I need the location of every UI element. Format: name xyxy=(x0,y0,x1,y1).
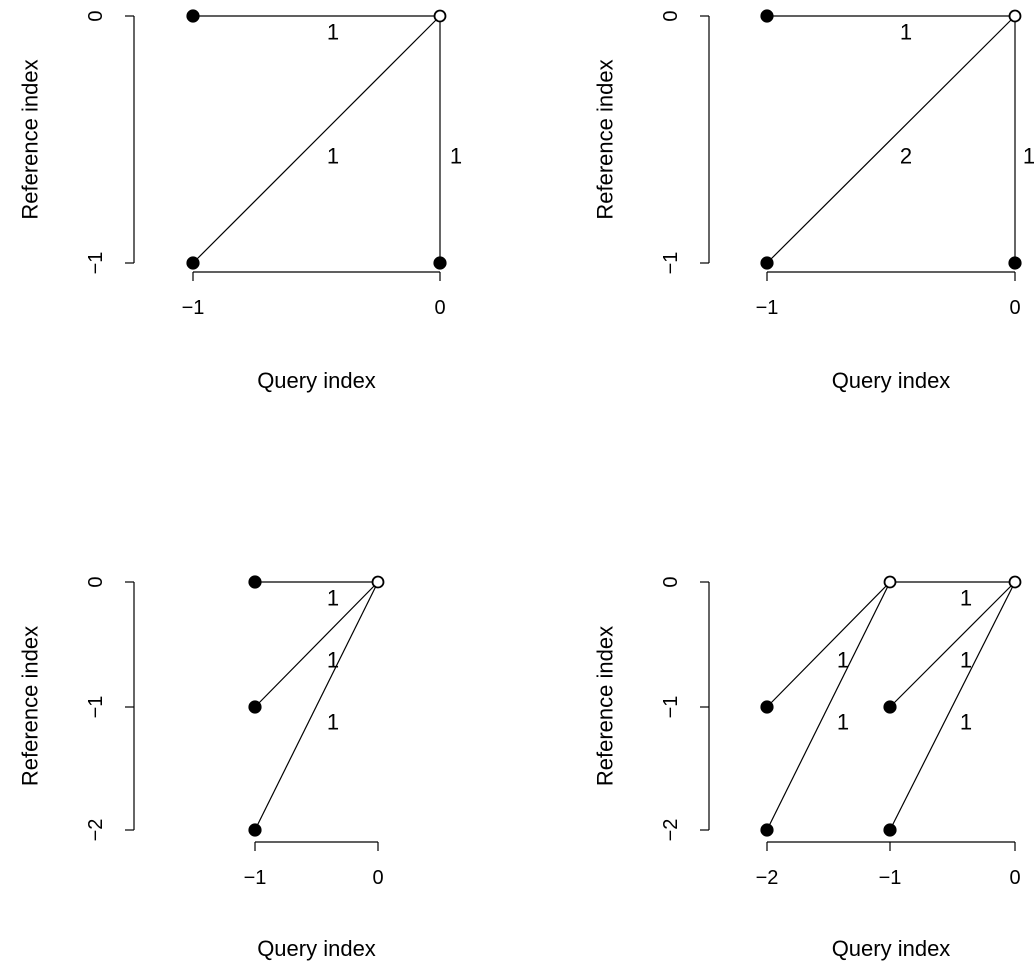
open-node xyxy=(1010,577,1021,588)
filled-node xyxy=(434,257,446,269)
x-axis-title: Query index xyxy=(257,368,376,393)
y-tick-label: 0 xyxy=(660,10,682,21)
x-tick-label: 0 xyxy=(434,297,445,319)
y-axis-title: Reference index xyxy=(593,59,618,219)
filled-node xyxy=(249,576,261,588)
edge-weight-label: 1 xyxy=(960,710,972,735)
edge-weight-label: 1 xyxy=(327,586,339,611)
x-tick-label: 0 xyxy=(372,867,383,889)
edge-weight-label: 1 xyxy=(327,20,339,45)
x-tick-label: −1 xyxy=(244,867,267,889)
y-axis-title: Reference index xyxy=(593,626,618,786)
y-axis-title: Reference index xyxy=(18,626,43,786)
filled-node xyxy=(761,10,773,22)
open-node xyxy=(885,577,896,588)
filled-node xyxy=(187,10,199,22)
step-edge xyxy=(890,582,1015,830)
y-tick-label: −1 xyxy=(85,696,107,719)
y-tick-label: −2 xyxy=(660,819,682,842)
open-node xyxy=(373,577,384,588)
open-node xyxy=(435,11,446,22)
filled-node xyxy=(884,701,896,713)
edge-weight-label: 1 xyxy=(900,20,912,45)
edge-weight-label: 1 xyxy=(1023,144,1034,169)
y-tick-label: 0 xyxy=(85,576,107,587)
step-edge xyxy=(767,582,890,830)
step-edge xyxy=(193,16,440,263)
x-tick-label: −1 xyxy=(879,867,902,889)
x-tick-label: 0 xyxy=(1009,297,1020,319)
edge-weight-label: 1 xyxy=(960,586,972,611)
filled-node xyxy=(761,701,773,713)
filled-node xyxy=(884,824,896,836)
x-axis-title: Query index xyxy=(832,936,951,961)
y-tick-label: −1 xyxy=(85,252,107,275)
x-tick-label: −1 xyxy=(182,297,205,319)
filled-node xyxy=(1009,257,1021,269)
filled-node xyxy=(761,257,773,269)
diagram-panel-1: −1 0 Reference index −1 0 Query index 1 1 1 xyxy=(18,10,463,393)
step-edge xyxy=(890,582,1015,707)
step-edge xyxy=(767,582,890,707)
y-tick-label: −1 xyxy=(660,252,682,275)
step-edge xyxy=(255,582,378,830)
x-tick-label: −2 xyxy=(756,867,779,889)
y-tick-label: 0 xyxy=(660,576,682,587)
edge-weight-label: 1 xyxy=(450,144,462,169)
x-axis-title: Query index xyxy=(832,368,951,393)
x-axis-title: Query index xyxy=(257,936,376,961)
edge-weight-label: 1 xyxy=(837,710,849,735)
y-tick-label: −1 xyxy=(660,696,682,719)
step-edge xyxy=(767,16,1015,263)
filled-node xyxy=(761,824,773,836)
diagram-panel-2: −1 0 Reference index −1 0 Query index 1 2 1 xyxy=(593,10,1034,393)
step-edge xyxy=(255,582,378,707)
edge-weight-label: 1 xyxy=(960,648,972,673)
filled-node xyxy=(249,701,261,713)
open-node xyxy=(1010,11,1021,22)
y-tick-label: −2 xyxy=(85,819,107,842)
x-tick-label: 0 xyxy=(1009,867,1020,889)
y-axis-title: Reference index xyxy=(18,59,43,219)
diagram-panel-4: −2 −1 0 Reference index −2 −1 0 Query index 1 1 1 1… xyxy=(593,576,1021,961)
edge-weight-label: 1 xyxy=(327,710,339,735)
x-tick-label: −1 xyxy=(756,297,779,319)
filled-node xyxy=(187,257,199,269)
diagram-panel-3: −2 −1 0 Reference index −1 0 Query index 1 1 1 xyxy=(18,576,384,961)
edge-weight-label: 1 xyxy=(327,648,339,673)
edge-weight-label: 2 xyxy=(900,144,912,169)
y-tick-label: 0 xyxy=(85,10,107,21)
filled-node xyxy=(249,824,261,836)
edge-weight-label: 1 xyxy=(327,144,339,169)
